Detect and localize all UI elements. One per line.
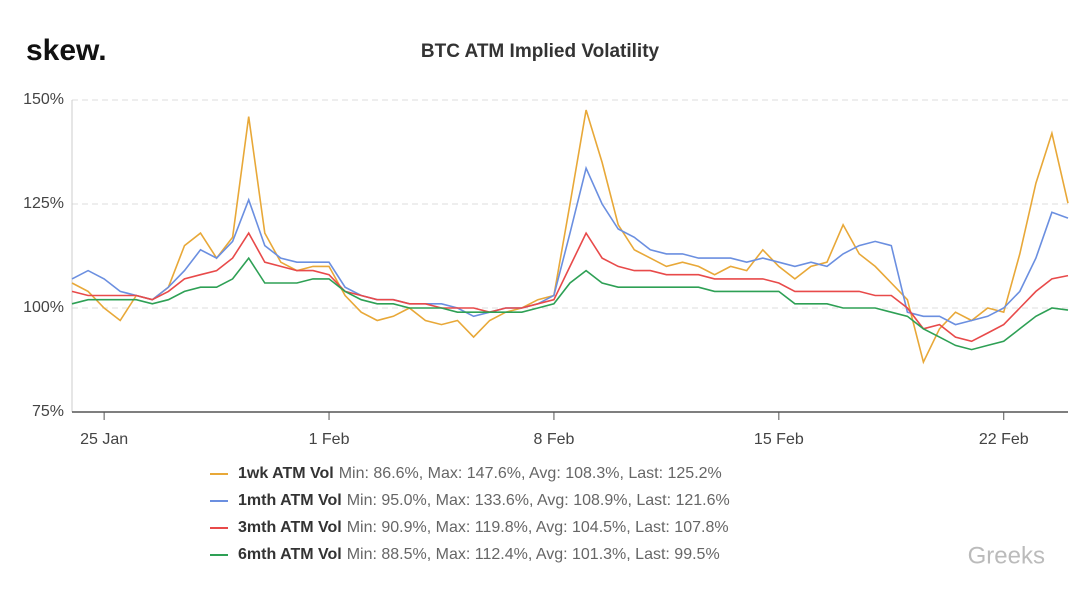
legend-entry: 6mth ATM Vol Min: 88.5%, Max: 112.4%, Avg… [238,546,720,563]
legend-name: 1wk ATM Vol [238,465,334,482]
legend-entry: 1mth ATM Vol Min: 95.0%, Max: 133.6%, Avg… [238,492,730,509]
legend-entry: 3mth ATM Vol Min: 90.9%, Max: 119.8%, Avg… [238,519,729,536]
brand-logo: skew. [26,34,107,67]
series-line [71,165,1069,326]
legend-name: 6mth ATM Vol [238,546,342,563]
x-tick-label: 8 Feb [533,431,574,448]
series-line [71,231,1069,343]
x-tick-label: 1 Feb [309,431,350,448]
x-tick-label: 25 Jan [80,431,128,448]
x-tick-label: 22 Feb [979,431,1029,448]
series-line [71,256,1069,351]
series-line [71,109,1069,365]
legend-summary: Min: 90.9%, Max: 119.8%, Avg: 104.5%, La… [347,519,729,536]
chart-title: BTC ATM Implied Volatility [421,41,660,62]
legend-name: 1mth ATM Vol [238,492,342,509]
y-tick-label: 75% [32,403,64,420]
legend-summary: Min: 86.6%, Max: 147.6%, Avg: 108.3%, La… [339,465,722,482]
y-tick-label: 150% [23,91,64,108]
legend-entry: 1wk ATM Vol Min: 86.6%, Max: 147.6%, Avg:… [238,465,722,482]
x-tick-label: 15 Feb [754,431,804,448]
y-tick-label: 100% [23,299,64,316]
legend-name: 3mth ATM Vol [238,519,342,536]
legend-summary: Min: 88.5%, Max: 112.4%, Avg: 101.3%, La… [347,546,720,563]
legend-summary: Min: 95.0%, Max: 133.6%, Avg: 108.9%, La… [347,492,730,509]
watermark: Greeks [968,542,1045,569]
y-tick-label: 125% [23,195,64,212]
